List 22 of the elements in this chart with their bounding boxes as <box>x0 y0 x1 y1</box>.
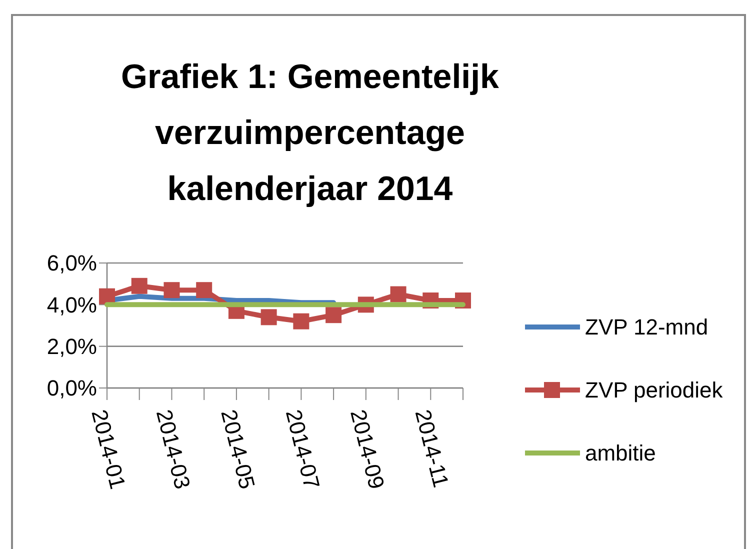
x-tick-label: 2014-11 <box>410 407 454 490</box>
y-tick-label: 0,0% <box>46 376 97 401</box>
point <box>390 286 406 302</box>
y-tick-label: 2,0% <box>46 334 97 360</box>
x-tick-label: 2014-07 <box>280 407 325 492</box>
y-tick-label: 6,0% <box>46 250 97 276</box>
y-tick-label: 4,0% <box>46 292 97 318</box>
point <box>196 282 212 298</box>
x-tick-label: 2014-01 <box>86 407 130 492</box>
point <box>131 278 148 294</box>
legend-label: ZVP 12-mnd <box>585 314 708 340</box>
legend-label: ZVP periodiek <box>585 378 724 403</box>
point <box>164 282 180 298</box>
point <box>326 307 342 324</box>
point <box>99 288 115 304</box>
x-tick-label: 2014-09 <box>346 407 390 492</box>
x-tick-label: 2014-05 <box>216 407 260 492</box>
point <box>260 309 277 326</box>
legend-label: ambitie <box>585 440 656 466</box>
x-tick-label: 2014-03 <box>151 407 196 492</box>
point <box>293 313 310 330</box>
chart-title: Grafiek 1: Gemeentelijk verzuimpercentage kalenderjaar 2014 <box>121 58 500 208</box>
